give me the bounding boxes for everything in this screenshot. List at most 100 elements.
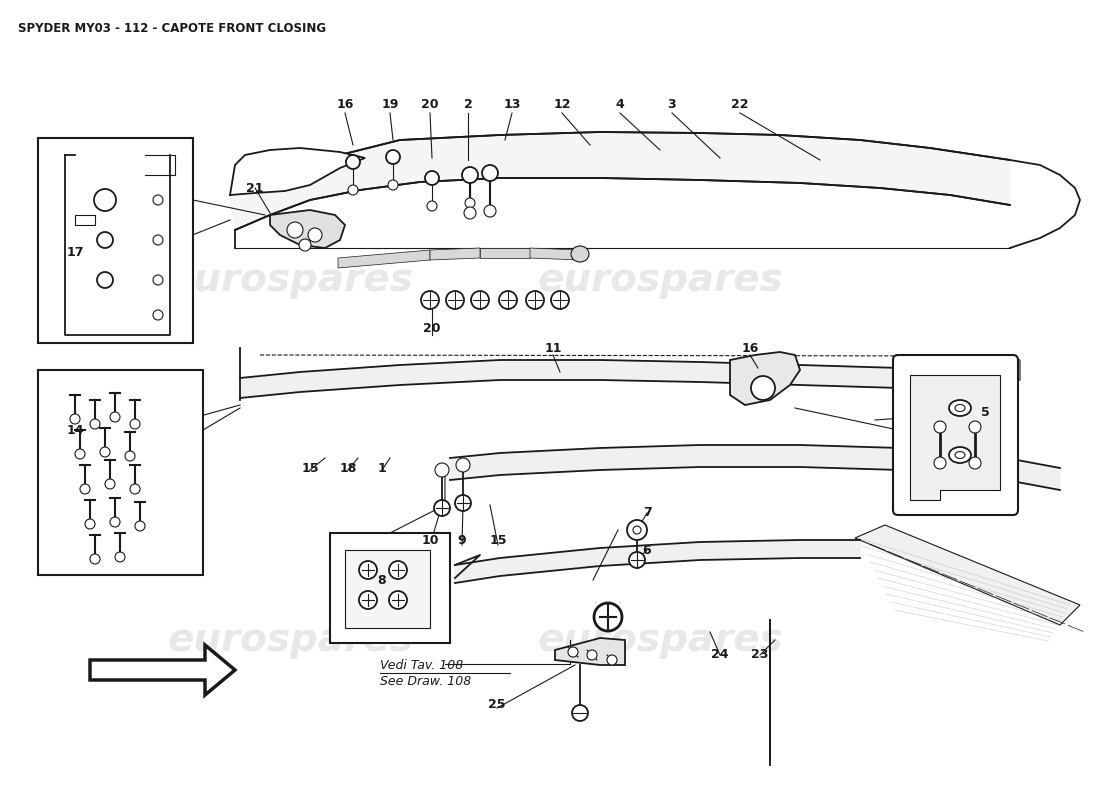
Bar [75,215,95,225]
Polygon shape [530,248,580,260]
Circle shape [471,291,490,309]
Polygon shape [230,132,1010,230]
Circle shape [359,561,377,579]
Circle shape [110,412,120,422]
Text: 15: 15 [301,462,319,474]
Circle shape [389,591,407,609]
Circle shape [607,655,617,665]
Polygon shape [455,540,860,583]
Circle shape [629,552,645,568]
Text: eurospares: eurospares [537,621,783,659]
Circle shape [100,447,110,457]
Circle shape [434,463,449,477]
Ellipse shape [955,451,965,458]
Text: 14: 14 [66,423,84,437]
Circle shape [80,484,90,494]
Text: 16: 16 [337,98,354,111]
Circle shape [348,185,358,195]
Text: 15: 15 [490,534,507,546]
Polygon shape [910,375,1000,500]
Circle shape [110,517,120,527]
Circle shape [456,458,470,472]
Text: 13: 13 [504,98,520,111]
Text: 1: 1 [377,462,386,474]
Polygon shape [480,248,530,258]
Text: See Draw. 108: See Draw. 108 [379,675,471,688]
Text: 17: 17 [66,246,84,258]
Circle shape [90,554,100,564]
Circle shape [97,232,113,248]
Circle shape [464,207,476,219]
Text: 25: 25 [488,698,506,711]
Circle shape [85,519,95,529]
Circle shape [386,150,400,164]
Circle shape [287,222,303,238]
Text: 20: 20 [421,98,439,111]
Text: 12: 12 [553,98,571,111]
Text: SPYDER MY03 - 112 - CAPOTE FRONT CLOSING: SPYDER MY03 - 112 - CAPOTE FRONT CLOSING [18,22,326,35]
Circle shape [135,521,145,531]
Polygon shape [855,525,1080,625]
Text: eurospares: eurospares [167,621,412,659]
Circle shape [969,421,981,433]
Circle shape [299,239,311,251]
Text: 20: 20 [424,322,441,334]
Text: 4: 4 [616,98,625,111]
Ellipse shape [949,400,971,416]
Circle shape [462,167,478,183]
Ellipse shape [955,405,965,411]
Text: 10: 10 [421,534,439,546]
Circle shape [594,603,621,631]
Circle shape [97,272,113,288]
Polygon shape [450,445,1060,490]
Polygon shape [430,248,480,260]
Text: 24: 24 [712,649,728,662]
Circle shape [346,155,360,169]
Text: 19: 19 [382,98,398,111]
Text: 6: 6 [642,543,651,557]
Circle shape [465,198,475,208]
Circle shape [116,552,125,562]
Circle shape [94,189,115,211]
Circle shape [463,168,477,182]
Text: 23: 23 [751,649,769,662]
Circle shape [446,291,464,309]
Circle shape [104,479,116,489]
Text: 16: 16 [741,342,759,354]
Text: 9: 9 [458,534,466,546]
Text: 21: 21 [246,182,264,194]
Circle shape [455,495,471,511]
Circle shape [427,201,437,211]
Circle shape [125,451,135,461]
Polygon shape [240,360,1000,398]
Text: 2: 2 [463,98,472,111]
Bar [345,550,430,628]
Circle shape [969,457,981,469]
Circle shape [526,291,544,309]
Circle shape [421,291,439,309]
FancyBboxPatch shape [893,355,1018,515]
Polygon shape [230,148,365,195]
Circle shape [90,419,100,429]
Polygon shape [338,250,430,268]
Circle shape [389,561,407,579]
Circle shape [499,291,517,309]
Circle shape [627,520,647,540]
Circle shape [484,205,496,217]
Circle shape [153,275,163,285]
Bar [39,138,192,343]
Ellipse shape [949,447,971,463]
Circle shape [388,180,398,190]
Text: 3: 3 [668,98,676,111]
Circle shape [308,228,322,242]
Circle shape [934,457,946,469]
Bar [39,370,204,575]
Circle shape [434,500,450,516]
Text: 8: 8 [377,574,386,586]
Circle shape [153,235,163,245]
Circle shape [751,376,776,400]
Circle shape [587,650,597,660]
Circle shape [425,171,439,185]
Circle shape [130,484,140,494]
Polygon shape [730,352,800,405]
